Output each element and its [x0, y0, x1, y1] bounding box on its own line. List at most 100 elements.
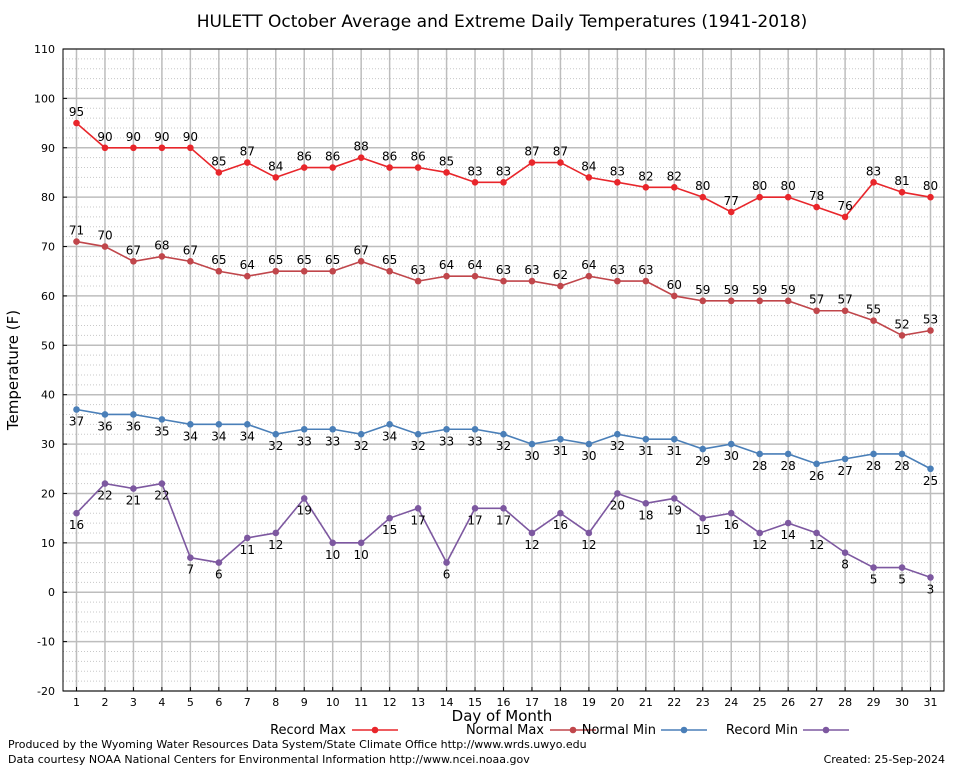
normal-max-data-label: 59 [724, 283, 739, 297]
record-min-data-label: 11 [240, 543, 255, 557]
x-tick-label: 4 [158, 696, 165, 709]
normal-max-point [443, 272, 450, 280]
record-min-data-label: 12 [581, 538, 596, 552]
record-max-data-label: 90 [183, 130, 198, 144]
legend-item-normal-min: Normal Min [582, 723, 707, 738]
x-tick-label: 6 [215, 696, 222, 709]
record-min-data-label: 22 [154, 489, 169, 503]
x-tick-label: 25 [753, 696, 767, 709]
normal-max-point [187, 258, 194, 265]
x-tick-label: 9 [301, 696, 308, 709]
x-tick-label: 26 [781, 696, 795, 709]
normal-max-point [841, 307, 849, 315]
record-max-point [215, 169, 223, 176]
record-max-data-label: 90 [154, 130, 169, 144]
normal-min-data-label: 31 [667, 444, 682, 458]
record-min-point [414, 504, 422, 512]
normal-max-point [784, 297, 792, 305]
normal-min-point [215, 421, 223, 428]
normal-max-point [130, 258, 137, 265]
normal-min-data-label: 28 [866, 459, 881, 473]
y-tick-label: 90 [41, 142, 55, 155]
normal-max-point [699, 297, 707, 305]
normal-max-point [357, 258, 365, 265]
normal-min-point [443, 425, 450, 433]
record-min-data-label: 12 [809, 538, 824, 552]
normal-min-data-label: 36 [126, 419, 141, 433]
normal-min-point [272, 430, 280, 438]
x-tick-label: 28 [838, 696, 852, 709]
record-min-point [756, 529, 763, 537]
normal-min-point [244, 421, 251, 428]
normal-max-data-label: 63 [638, 263, 653, 277]
x-tick-label: 11 [354, 696, 368, 709]
normal-min-data-label: 34 [240, 429, 255, 443]
record-max-data-label: 78 [809, 189, 824, 203]
record-max-series: 95 90 90 90 90 85 87 84 86 86 88 86 86 85 83 83 87 87 84 83… [69, 105, 938, 221]
record-min-point [841, 549, 849, 557]
x-tick-label: 10 [326, 696, 340, 709]
y-tick-label: 60 [41, 290, 55, 303]
record-max-point [414, 164, 422, 171]
normal-max-data-label: 65 [382, 253, 397, 267]
x-tick-label: 30 [895, 696, 909, 709]
x-axis-label: Day of Month [452, 707, 553, 725]
legend-label: Record Max [270, 723, 346, 738]
record-max-data-label: 83 [496, 164, 511, 178]
normal-min-data-label: 28 [894, 459, 909, 473]
normal-max-series: 71 70 67 68 67 65 64 65 65 65 67 65 63 64 64 63 63 62 64 63… [69, 224, 938, 339]
normal-min-data-label: 34 [382, 429, 397, 443]
normal-min-point [727, 440, 735, 448]
x-tick-label: 12 [383, 696, 397, 709]
normal-max-point [528, 277, 536, 285]
record-max-data-label: 80 [695, 179, 710, 193]
normal-min-series: 37 36 36 35 34 34 34 32 33 33 32 34 32 33 33 32 30 31 30 32… [69, 406, 938, 488]
legend-marker [680, 726, 688, 734]
normal-max-data-label: 53 [923, 312, 938, 326]
normal-max-data-label: 65 [297, 253, 312, 267]
normal-min-data-label: 25 [923, 474, 938, 488]
normal-min-point [329, 425, 337, 433]
record-min-point [386, 514, 393, 522]
record-min-point [471, 504, 479, 512]
record-max-point [642, 183, 650, 191]
normal-max-data-label: 63 [496, 263, 511, 277]
record-min-data-label: 16 [69, 518, 84, 532]
normal-max-data-label: 71 [69, 224, 84, 238]
normal-max-data-label: 57 [809, 293, 824, 307]
normal-min-point [300, 425, 308, 433]
normal-min-data-label: 34 [183, 429, 198, 443]
normal-min-data-label: 33 [297, 434, 312, 448]
normal-max-point [557, 282, 564, 290]
x-tick-label: 1 [73, 696, 80, 709]
normal-min-point [357, 430, 365, 438]
normal-max-point [386, 267, 393, 275]
normal-min-point [614, 430, 621, 438]
normal-max-point [158, 253, 166, 260]
normal-max-data-label: 63 [410, 263, 425, 277]
x-tick-label: 29 [867, 696, 881, 709]
record-max-point [244, 159, 251, 166]
record-max-point [784, 193, 792, 201]
record-max-point [699, 193, 707, 201]
record-max-point [130, 144, 137, 152]
x-tick-label: 18 [553, 696, 567, 709]
normal-min-data-label: 31 [553, 444, 568, 458]
normal-min-data-label: 27 [837, 464, 852, 478]
normal-min-data-label: 32 [410, 439, 425, 453]
record-min-point [528, 529, 536, 537]
record-max-data-label: 85 [211, 154, 226, 168]
normal-min-data-label: 28 [781, 459, 796, 473]
record-max-data-label: 90 [126, 130, 141, 144]
normal-max-point [500, 277, 507, 285]
record-min-series: 16 22 21 22 7 6 11 12 19 10 10 15 17 6 17 17 12 16 12 20 18 1… [69, 480, 934, 596]
x-tick-label: 27 [810, 696, 824, 709]
normal-max-data-label: 67 [183, 243, 198, 257]
normal-min-data-label: 33 [467, 434, 482, 448]
normal-max-data-label: 65 [268, 253, 283, 267]
record-max-point [500, 179, 507, 186]
record-min-data-label: 16 [724, 518, 739, 532]
record-min-data-label: 19 [297, 503, 312, 517]
